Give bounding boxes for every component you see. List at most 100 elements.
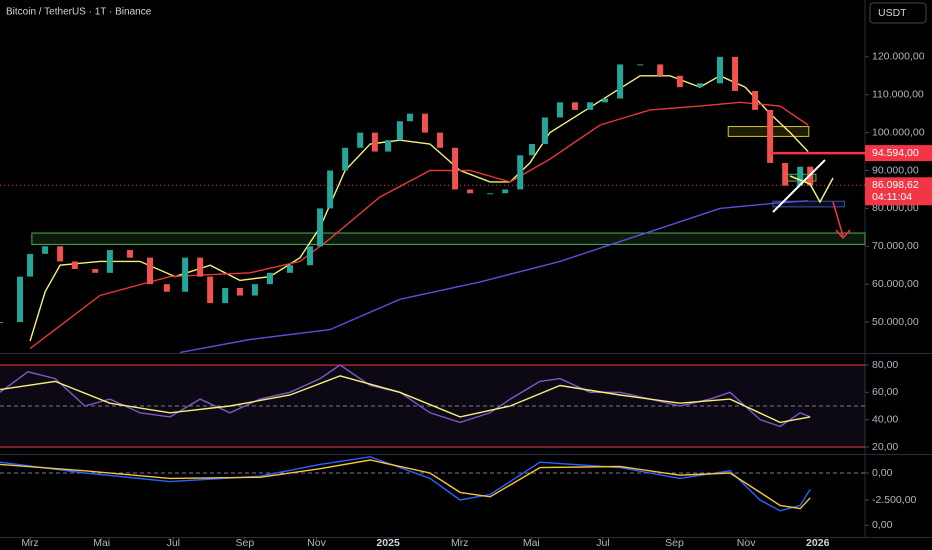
candle (385, 140, 392, 152)
candle (657, 64, 664, 76)
indicator-line (0, 459, 811, 510)
candle (767, 109, 774, 163)
candle (163, 284, 170, 292)
candle (556, 102, 563, 118)
x-tick-label: Nov (307, 537, 326, 549)
last-price-tag (865, 177, 932, 206)
candle (437, 132, 444, 148)
candle (421, 113, 428, 133)
x-tick-label: Mrz (21, 537, 39, 549)
y-tick-label: 90.000,00 (872, 164, 919, 176)
candle (251, 284, 258, 296)
candle (357, 132, 364, 148)
candle (676, 75, 683, 88)
candle (317, 208, 324, 247)
y-tick-label: 50.000,00 (872, 316, 919, 328)
candle (207, 276, 214, 304)
candle (126, 250, 133, 258)
y-tick-label: 40,00 (872, 413, 898, 425)
y-tick-label: 60,00 (872, 386, 898, 398)
candle (587, 102, 594, 110)
level-tag (865, 145, 932, 162)
candle (602, 98, 609, 103)
candle (371, 132, 378, 152)
candle (17, 276, 24, 323)
candle (92, 269, 99, 273)
moving-average (179, 200, 809, 354)
candle (487, 193, 494, 195)
candle (529, 143, 536, 156)
y-tick-label: 120.000,00 (872, 51, 925, 63)
candle (342, 147, 349, 171)
candle (617, 64, 624, 99)
candle (541, 117, 548, 144)
y-tick-label: 60.000,00 (872, 278, 919, 290)
y-tick-label: 0,00 (872, 467, 893, 479)
x-tick-label: Sep (236, 537, 255, 549)
arrow-drawing (832, 201, 844, 237)
x-tick-label: Nov (737, 537, 756, 549)
candle (287, 265, 294, 273)
candle (106, 250, 113, 273)
candle (236, 287, 243, 296)
y-tick-label: 100.000,00 (872, 126, 925, 138)
candle (197, 257, 204, 277)
x-tick-label: Sep (665, 537, 684, 549)
candle (307, 246, 314, 266)
candle (266, 272, 273, 285)
x-tick-label: Jul (596, 537, 609, 549)
x-tick-label: 2026 (806, 537, 830, 549)
x-tick-label: Mai (93, 537, 110, 549)
indicator-line (0, 364, 811, 428)
path-drawing (789, 175, 834, 204)
candle (182, 257, 189, 292)
trendline (772, 159, 826, 213)
candle (637, 64, 644, 66)
indicator-line (0, 375, 811, 424)
y-tick-label: 80,00 (872, 359, 898, 371)
chart-title: Bitcoin / TetherUS · 1T · Binance (6, 7, 152, 18)
last-price-label: 86.098,62 (872, 179, 919, 191)
candle (732, 56, 739, 91)
candle (42, 246, 49, 254)
candle (396, 121, 403, 141)
candle (327, 170, 334, 209)
candle (797, 166, 804, 186)
moving-average (29, 101, 809, 350)
indicator-line (0, 456, 811, 512)
y-tick-label: 110.000,00 (872, 89, 924, 101)
candle (502, 189, 509, 194)
currency-button[interactable] (869, 2, 927, 24)
candle (71, 261, 78, 270)
candle (222, 287, 229, 304)
candle (782, 162, 789, 186)
level-label: 94.594,00 (872, 147, 919, 159)
candle (752, 90, 759, 110)
candle (517, 155, 524, 190)
y-tick-label: 20,00 (872, 441, 898, 453)
y2-tick-label: 0,00 (872, 519, 893, 531)
x-tick-label: 2025 (376, 537, 400, 549)
candle (0, 322, 3, 324)
currency-label: USDT (878, 7, 907, 19)
zone (31, 232, 866, 245)
candle (406, 113, 413, 122)
x-tick-label: Mrz (451, 537, 469, 549)
candle (571, 102, 578, 110)
candle (27, 253, 34, 277)
candle (147, 257, 154, 285)
candle (57, 246, 64, 262)
y-tick-label: 70.000,00 (872, 240, 919, 252)
x-tick-label: Mai (523, 537, 540, 549)
candle (467, 189, 474, 194)
y-tick-label: -2.500,00 (872, 494, 917, 506)
user-drawings (772, 159, 851, 240)
moving-average (29, 75, 809, 342)
countdown: 04:11:04 (872, 191, 912, 203)
candle (716, 56, 723, 84)
arrow-head (835, 229, 851, 240)
candle (452, 147, 459, 190)
candle (696, 83, 703, 88)
